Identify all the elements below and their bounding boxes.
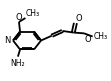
Text: N: N (4, 36, 10, 45)
Text: CH₃: CH₃ (26, 9, 40, 18)
Text: O: O (85, 35, 91, 43)
Text: O: O (16, 13, 22, 22)
Text: CH₃: CH₃ (93, 32, 107, 41)
Text: NH₂: NH₂ (11, 59, 25, 68)
Text: O: O (76, 14, 83, 23)
